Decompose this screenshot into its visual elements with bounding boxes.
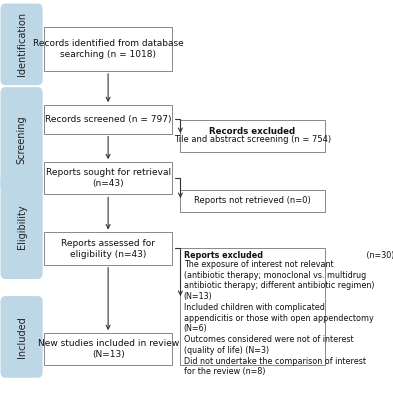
Text: The exposure of interest not relevant
(antibiotic therapy; monoclonal vs. multid: The exposure of interest not relevant (a…	[184, 260, 374, 376]
Text: Screening: Screening	[17, 115, 27, 164]
FancyBboxPatch shape	[0, 87, 42, 192]
Text: Records identified from database
searching (n = 1018): Records identified from database searchi…	[33, 39, 184, 59]
FancyBboxPatch shape	[0, 174, 42, 279]
FancyBboxPatch shape	[0, 4, 42, 85]
Text: Reports excluded: Reports excluded	[184, 252, 263, 260]
Text: (n=30): (n=30)	[364, 252, 393, 260]
FancyBboxPatch shape	[180, 248, 325, 366]
FancyBboxPatch shape	[44, 27, 172, 71]
FancyBboxPatch shape	[180, 190, 325, 212]
Text: Identification: Identification	[17, 12, 27, 76]
Text: Reports sought for retrieval
(n=43): Reports sought for retrieval (n=43)	[46, 168, 171, 188]
FancyBboxPatch shape	[44, 162, 172, 194]
FancyBboxPatch shape	[44, 232, 172, 265]
Text: Records excluded: Records excluded	[209, 127, 296, 136]
Text: Eligibility: Eligibility	[17, 204, 27, 249]
FancyBboxPatch shape	[44, 105, 172, 134]
Text: Reports assessed for
eligibility (n=43): Reports assessed for eligibility (n=43)	[61, 238, 155, 259]
FancyBboxPatch shape	[180, 120, 325, 152]
Text: Reports not retrieved (n=0): Reports not retrieved (n=0)	[194, 196, 311, 206]
Text: New studies included in review
(N=13): New studies included in review (N=13)	[38, 339, 179, 359]
Text: Records screened (n = 797): Records screened (n = 797)	[45, 115, 171, 124]
FancyBboxPatch shape	[44, 333, 172, 366]
Text: Included: Included	[17, 316, 27, 358]
FancyBboxPatch shape	[0, 296, 42, 378]
Text: Tile and abstract screening (n = 754): Tile and abstract screening (n = 754)	[174, 135, 331, 144]
